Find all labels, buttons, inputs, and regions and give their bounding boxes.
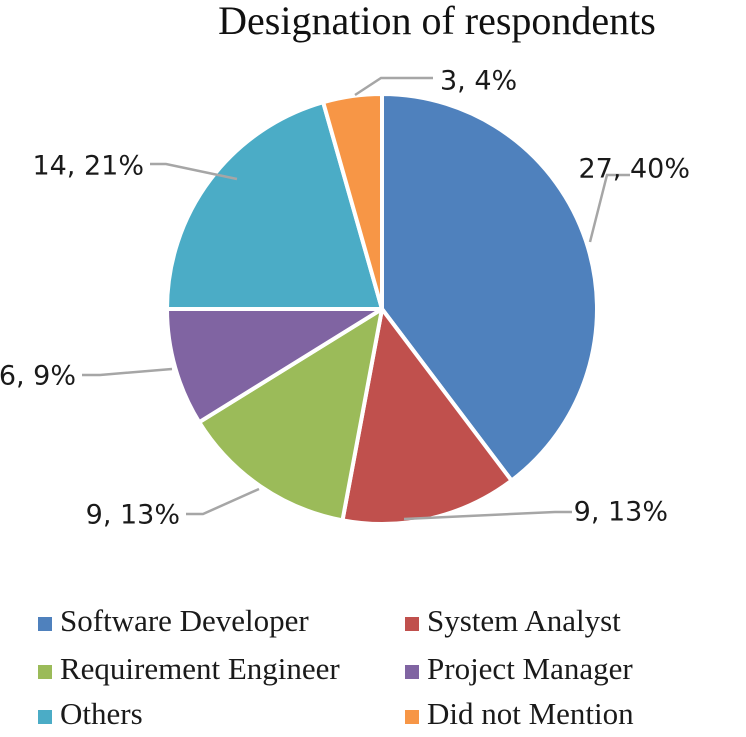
data-label-software-developer: 27, 40% — [578, 154, 690, 185]
legend-label-did-not-mention: Did not Mention — [427, 696, 634, 731]
data-label-requirement-engineer: 9, 13% — [86, 500, 180, 531]
legend-swatch-others — [38, 710, 52, 724]
legend-swatch-project-manager — [405, 665, 419, 679]
data-label-project-manager: 6, 9% — [0, 361, 76, 392]
pie-slice-requirement-engineer — [197, 307, 384, 523]
leader-line-project-manager — [82, 367, 173, 377]
leader-line-did-not-mention — [354, 76, 433, 97]
legend-swatch-did-not-mention — [405, 710, 419, 724]
legend-swatch-system-analyst — [405, 617, 419, 631]
pie-slice-did-not-mention — [321, 92, 384, 311]
legend-label-software-developer: Software Developer — [60, 603, 309, 638]
chart-title: Designation of respondents — [218, 0, 656, 43]
data-label-did-not-mention: 3, 4% — [440, 66, 517, 97]
legend-label-project-manager: Project Manager — [427, 651, 633, 686]
leader-line-software-developer — [588, 173, 630, 243]
pie-slices — [165, 92, 599, 526]
data-labels: 27, 40% 9, 13% 9, 13% 6, 9% 14, 21% 3, 4% — [0, 66, 690, 531]
pie-slice-others — [165, 100, 384, 311]
pie-slice-project-manager — [165, 307, 384, 425]
data-label-others: 14, 21% — [32, 151, 144, 182]
legend-label-others: Others — [60, 696, 143, 731]
legend: Software Developer System Analyst Requirem… — [38, 603, 634, 731]
leader-lines — [82, 76, 630, 521]
legend-label-system-analyst: System Analyst — [427, 603, 621, 638]
leader-line-others — [150, 162, 238, 181]
legend-swatch-requirement-engineer — [38, 665, 52, 679]
legend-label-requirement-engineer: Requirement Engineer — [60, 651, 340, 686]
legend-swatch-software-developer — [38, 617, 52, 631]
data-label-system-analyst: 9, 13% — [574, 497, 668, 528]
leader-line-requirement-engineer — [186, 487, 260, 516]
leader-line-system-analyst — [403, 510, 572, 521]
pie-slice-software-developer — [380, 92, 599, 483]
